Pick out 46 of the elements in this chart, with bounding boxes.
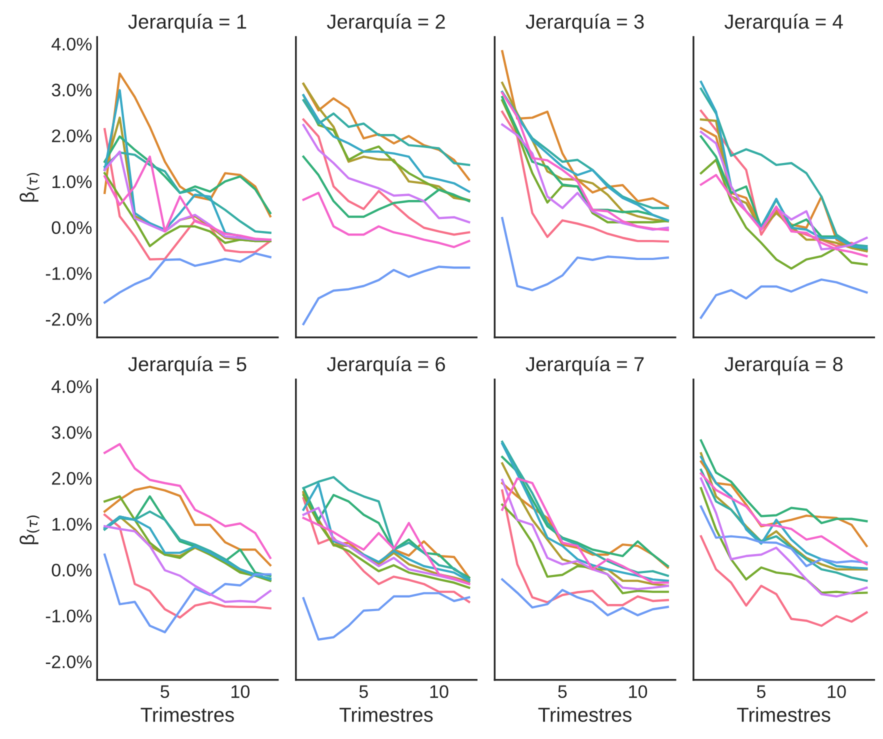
y-tick-label: 0.0% (52, 564, 92, 577)
x-axis-title: Trimestres (340, 707, 433, 722)
y-tick-label: 2.0% (52, 472, 92, 485)
y-tick-label: 1.0% (52, 175, 92, 188)
chart-title: Jerarquía = 3 (526, 14, 644, 33)
x-axis-title: Trimestres (737, 707, 830, 722)
x-tick-label: 5 (359, 685, 368, 698)
line-series (104, 135, 272, 214)
y-tick-label: 1.0% (52, 518, 92, 531)
x-tick-label: 10 (232, 685, 250, 698)
chart-title: Jerarquía = 6 (326, 356, 445, 376)
y-tick-label: 3.0% (52, 426, 92, 439)
y-tick-label: 3.0% (52, 84, 92, 96)
x-tick-label: 10 (629, 685, 648, 698)
chart-title: Jerarquía = 7 (526, 356, 644, 376)
chart-title: Jerarquía = 4 (724, 14, 843, 33)
y-axis-title: β$_{(τ)}$ (20, 516, 40, 544)
y-tick-label: -2.0% (46, 655, 92, 668)
y-axis-title: β$_{(τ)}$ (20, 173, 40, 202)
line-series (104, 554, 272, 634)
x-tick-label: 5 (160, 685, 170, 698)
y-tick-label: 4.0% (52, 380, 92, 394)
line-series (104, 443, 272, 559)
y-tick-label: 4.0% (52, 38, 92, 51)
y-tick-label: -1.0% (46, 267, 92, 280)
x-tick-label: 10 (430, 685, 448, 698)
x-tick-label: 5 (756, 685, 766, 698)
chart-title: Jerarquía = 8 (724, 356, 843, 376)
y-tick-label: 0.0% (52, 221, 92, 234)
line-series (104, 128, 272, 261)
line-series (104, 514, 272, 619)
chart-title: Jerarquía = 1 (128, 14, 246, 33)
line-series (104, 486, 272, 566)
y-tick-label: -1.0% (46, 610, 92, 622)
line-series (104, 72, 272, 218)
line-series (104, 525, 272, 604)
chart-title: Jerarquía = 2 (326, 14, 445, 33)
x-tick-label: 5 (558, 685, 567, 698)
y-tick-label: 2.0% (52, 130, 92, 142)
y-tick-label: -2.0% (46, 312, 92, 326)
chart-title: Jerarquía = 5 (128, 356, 246, 376)
x-axis-title: Trimestres (538, 707, 632, 722)
line-series (104, 172, 272, 248)
x-tick-label: 10 (828, 685, 846, 698)
x-axis-title: Trimestres (140, 707, 234, 722)
line-series (104, 252, 272, 304)
